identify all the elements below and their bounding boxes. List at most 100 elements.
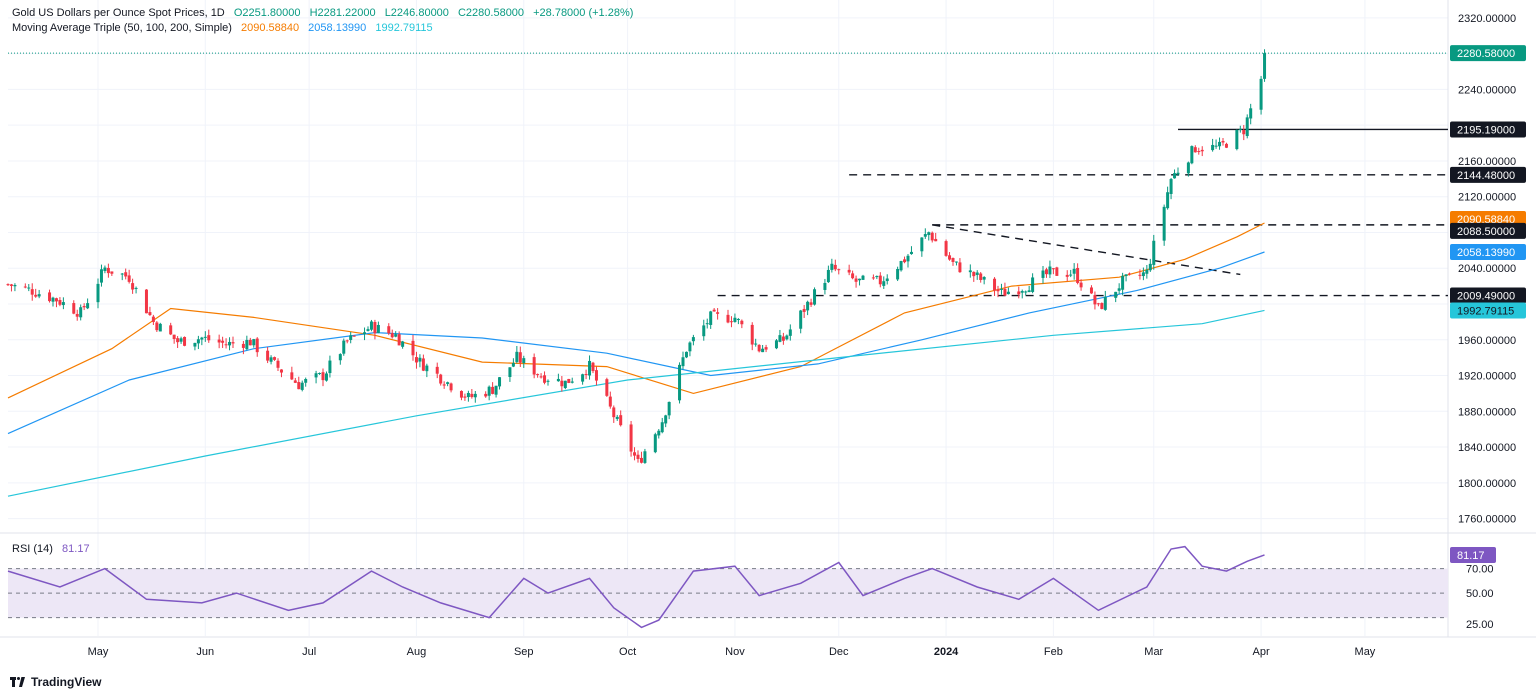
candle-body	[1249, 108, 1253, 119]
candle-body	[1051, 268, 1055, 270]
candle-body	[34, 294, 38, 297]
candle-body	[54, 298, 58, 302]
candle-body	[439, 374, 443, 384]
y-tick-label: 2040.00000	[1458, 263, 1516, 275]
candle-body	[425, 365, 429, 372]
candle-body	[896, 269, 900, 280]
candle-body	[255, 338, 259, 353]
candle-body	[27, 287, 31, 289]
candle-body	[806, 301, 810, 311]
candle-body	[629, 424, 633, 452]
candle-body	[678, 364, 682, 401]
x-tick-label: Sep	[514, 646, 534, 658]
candle-body	[591, 362, 595, 372]
candle-body	[470, 393, 474, 398]
brand-name: TradingView	[31, 675, 102, 689]
candle-body	[1166, 192, 1170, 209]
y-tick-label: 1800.00000	[1458, 478, 1516, 490]
y-tick-label: 1880.00000	[1458, 406, 1516, 418]
legend-rsi-row: RSI (14) 81.17	[12, 543, 96, 555]
candle-body	[221, 340, 225, 343]
candle-body	[982, 277, 986, 280]
candle-body	[594, 370, 598, 381]
candle-body	[875, 276, 879, 278]
candle-body	[691, 337, 695, 342]
candle-body	[394, 334, 398, 337]
candle-body	[217, 339, 221, 343]
rsi-label-bg	[1450, 546, 1496, 563]
candle-body	[131, 283, 135, 290]
candle-body	[729, 321, 733, 323]
candle-body	[522, 358, 526, 363]
candle-body	[584, 374, 588, 376]
candle-body	[1093, 295, 1097, 305]
candle-body	[414, 357, 418, 363]
candle-body	[484, 393, 488, 397]
candle-body	[1173, 173, 1177, 179]
candle-body	[369, 321, 373, 330]
candle-body	[304, 379, 308, 383]
price-label: 2144.48000	[1450, 166, 1526, 183]
x-tick-label: Jun	[196, 646, 214, 658]
x-tick-label: Dec	[829, 646, 849, 658]
price-label: 2009.49000	[1450, 287, 1526, 304]
candle-body	[297, 382, 301, 390]
candle-body	[487, 386, 491, 396]
rsi-line	[7, 545, 1265, 629]
candle-body	[1148, 263, 1152, 271]
candle-body	[106, 267, 110, 274]
y-tick-label: 1840.00000	[1458, 442, 1516, 454]
candle-body	[37, 294, 41, 297]
candle-body	[321, 372, 325, 381]
price-label: 1992.79115	[1450, 302, 1526, 319]
rsi-label-text: 81.17	[1457, 550, 1485, 562]
candle-body	[231, 342, 235, 344]
candle-body	[1096, 303, 1100, 305]
candle-body	[639, 457, 643, 463]
candle-body	[951, 258, 955, 262]
candlesticks	[6, 49, 1267, 464]
grid-lines	[8, 0, 1448, 636]
candle-body	[446, 382, 450, 384]
candle-body	[363, 332, 367, 335]
candle-body	[411, 340, 415, 356]
candle-body	[563, 380, 567, 389]
candle-body	[993, 278, 997, 291]
candle-body	[1193, 147, 1197, 153]
candle-body	[1224, 143, 1228, 148]
candle-body	[498, 377, 502, 387]
candle-body	[435, 366, 439, 374]
price-label-bg	[1450, 166, 1526, 183]
candle-body	[318, 373, 322, 375]
candle-body	[567, 378, 571, 383]
candle-body	[124, 272, 128, 277]
x-tick-label: Oct	[619, 646, 636, 658]
candle-body	[345, 340, 349, 342]
candle-body	[854, 278, 858, 282]
candle-body	[1138, 274, 1142, 276]
candle-body	[636, 454, 640, 459]
candle-body	[968, 270, 972, 273]
candle-body	[972, 271, 976, 277]
candle-body	[352, 335, 356, 337]
change-value: +28.78000 (+1.28%)	[533, 7, 634, 19]
candle-body	[1186, 162, 1190, 174]
candle-body	[269, 357, 273, 362]
price-label: 2058.13990	[1450, 244, 1526, 261]
x-tick-label: 2024	[934, 646, 959, 658]
candle-body	[570, 381, 574, 383]
candle-body	[1211, 144, 1215, 151]
candle-body	[996, 289, 1000, 292]
candle-body	[858, 278, 862, 281]
candle-body	[588, 360, 592, 376]
candle-body	[702, 325, 706, 337]
low-value: L2246.80000	[384, 7, 449, 19]
candle-body	[802, 308, 806, 312]
tradingview-brand[interactable]: TradingView	[10, 675, 101, 689]
candle-body	[1114, 291, 1118, 298]
candle-body	[1263, 53, 1267, 79]
candle-body	[764, 347, 768, 350]
candle-body	[387, 326, 391, 334]
candle-body	[200, 337, 204, 340]
